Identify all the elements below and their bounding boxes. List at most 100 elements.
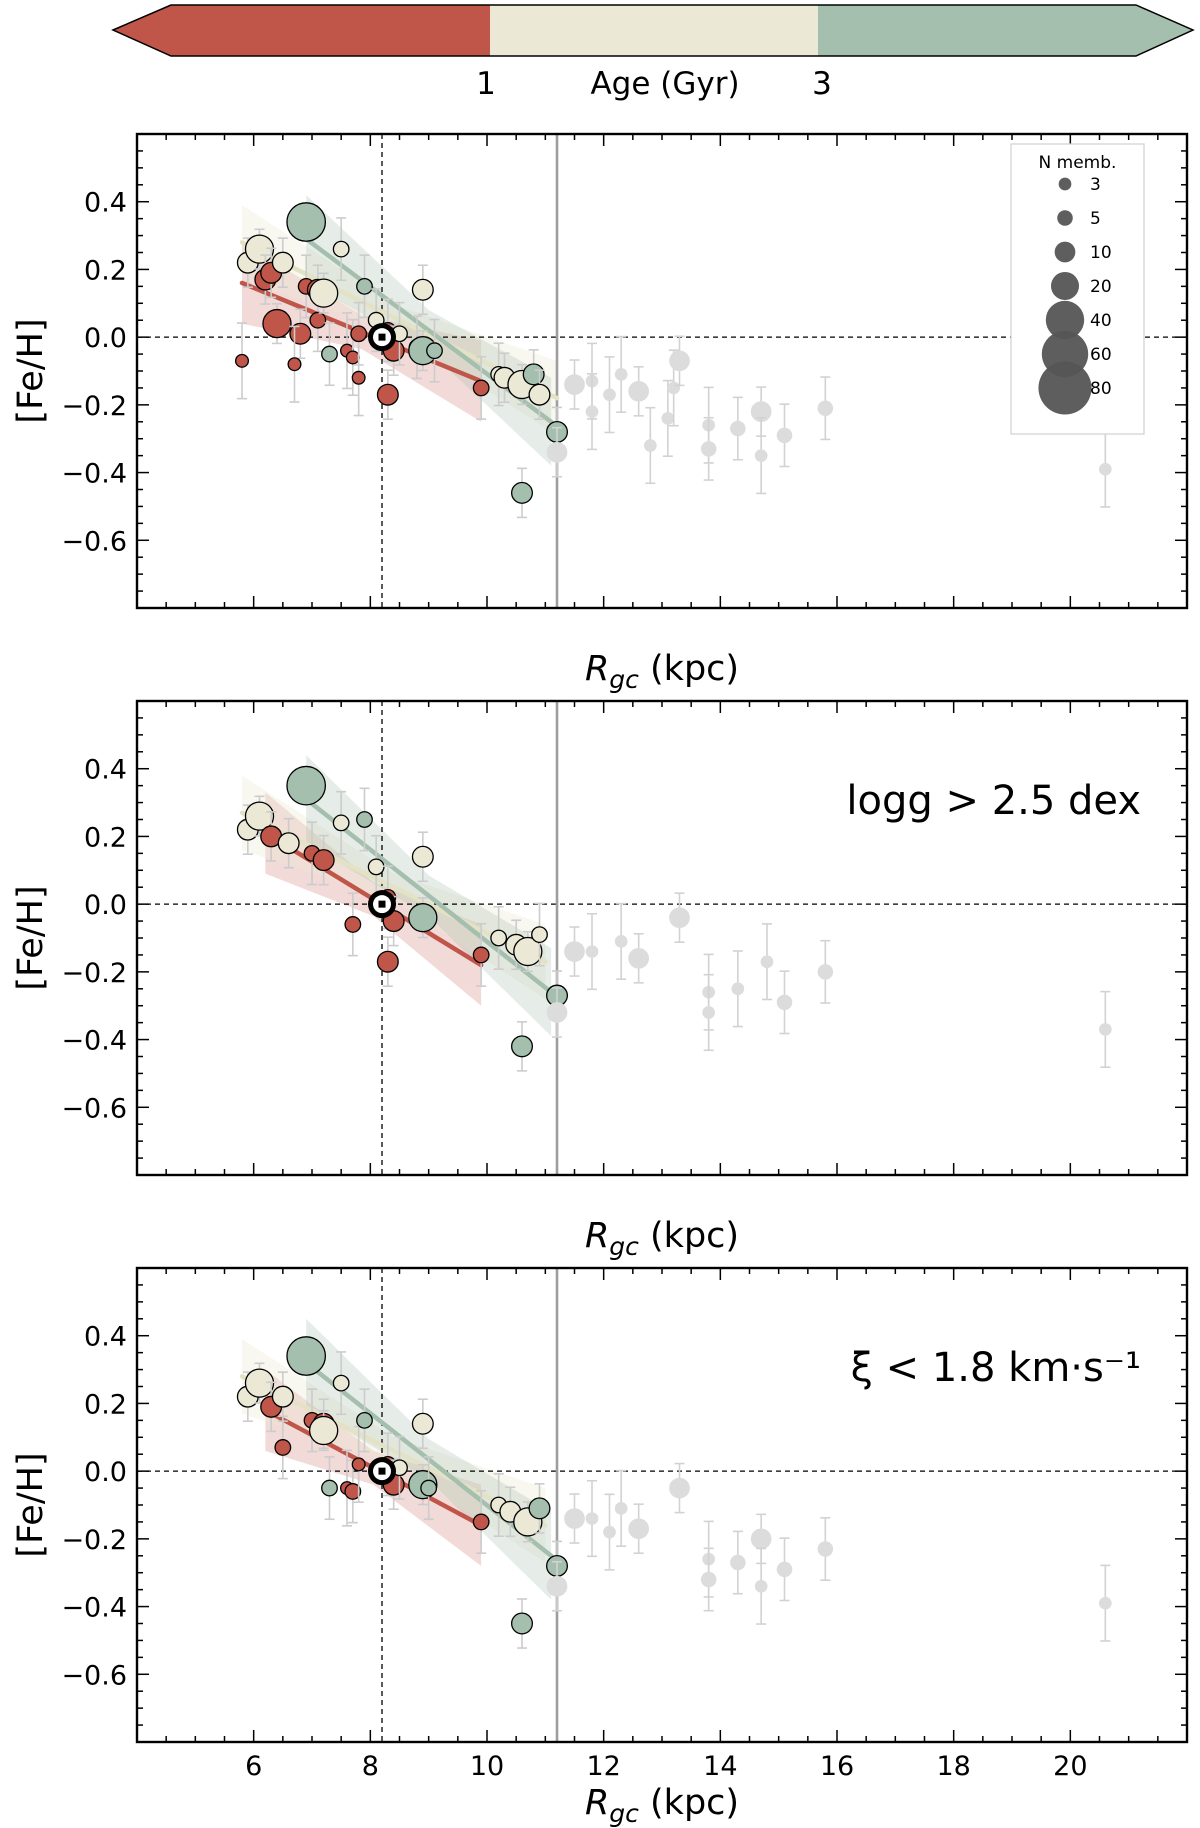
data-point-intermediate (271, 1385, 294, 1408)
colorbar-tick-3: 3 (812, 66, 832, 102)
legend-marker (1058, 177, 1072, 191)
data-point-old (356, 811, 373, 828)
panel-annotation: ξ < 1.8 km·s⁻¹ (851, 1345, 1141, 1391)
legend-label: 10 (1090, 243, 1112, 263)
y-tick-label: −0.4 (61, 1026, 127, 1057)
y-tick-label: −0.2 (61, 391, 127, 422)
data-point-old (286, 202, 327, 242)
y-tick-label: −0.6 (61, 1660, 127, 1691)
data-point-intermediate (244, 801, 275, 831)
fit-line-old (303, 796, 554, 995)
legend-marker (1050, 271, 1080, 301)
data-point-intermediate (244, 1368, 275, 1398)
data-point-old (510, 1035, 534, 1058)
legend-label: 20 (1090, 277, 1112, 297)
data-point-outer (750, 401, 772, 422)
data-point-old (420, 1479, 438, 1497)
data-point-intermediate (332, 240, 350, 258)
data-point-outer (700, 441, 717, 457)
data-point-outer (776, 427, 793, 444)
data-point-outer (661, 412, 675, 425)
panel-3: 6 8 10 12 14 16 18 20 0.4 0.2 0.0 −0.2 −0.4 −0.6 [Fe/H… (11, 1266, 1189, 1828)
data-point-young (376, 383, 399, 406)
data-point-outer (754, 449, 768, 462)
x-tick-label: 12 (586, 1751, 620, 1782)
legend-label: 80 (1090, 379, 1112, 399)
data-point-outer (730, 1554, 746, 1571)
data-point-intermediate (308, 278, 339, 308)
y-tick-label: 0.0 (84, 323, 127, 354)
x-tick-label: 8 (362, 1751, 379, 1782)
data-point-outer (546, 1002, 568, 1023)
data-point-intermediate (277, 832, 300, 855)
x-tick-label: 10 (470, 1751, 504, 1782)
data-point-outer (603, 1525, 616, 1539)
y-tick-label: −0.6 (61, 526, 127, 557)
data-point-outer (628, 380, 650, 402)
legend-title: N memb. (1039, 153, 1117, 173)
data-point-intermediate (308, 1415, 339, 1446)
colorbar-title: Age (Gyr) (590, 66, 739, 102)
data-point-intermediate (411, 845, 434, 868)
data-point-intermediate (271, 251, 294, 274)
data-point-old (510, 1612, 534, 1635)
data-point-outer (760, 955, 774, 969)
x-tick-label: 20 (1053, 1751, 1087, 1782)
data-point-old (426, 342, 443, 360)
colorbar-tick-1: 1 (476, 66, 496, 102)
legend-label: 3 (1090, 175, 1101, 195)
sun-symbol-center (378, 1467, 386, 1475)
y-tick-label: 0.2 (84, 822, 127, 853)
data-point-outer (585, 1512, 599, 1525)
data-point-old (528, 1497, 551, 1520)
data-point-young (472, 1513, 490, 1531)
data-point-outer (628, 947, 650, 969)
data-point-young (351, 1457, 366, 1472)
legend-marker (1057, 210, 1073, 226)
data-point-young (274, 1439, 292, 1456)
data-point-intermediate (531, 926, 548, 944)
x-tick-label: 18 (936, 1751, 970, 1782)
data-point-outer (603, 388, 616, 402)
data-point-outer (585, 405, 599, 418)
sun-symbol-center (378, 900, 386, 908)
data-point-intermediate (490, 929, 508, 947)
legend-marker (1038, 361, 1092, 415)
plot-frame (135, 1266, 1189, 1744)
data-point-outer (776, 994, 793, 1011)
x-axis-label: Rgc (kpc) (585, 1216, 739, 1261)
y-tick-label: −0.6 (61, 1093, 127, 1124)
data-point-young (235, 353, 249, 368)
data-point-outer (614, 935, 628, 948)
data-point-young (350, 325, 368, 343)
data-point-young (351, 370, 366, 385)
data-point-young (344, 916, 362, 933)
data-point-young (344, 1483, 362, 1500)
data-point-outer (669, 1477, 690, 1499)
age-colorbar: 1 Age (Gyr) 3 (111, 4, 1195, 102)
data-point-outer (628, 1518, 650, 1540)
data-point-young (345, 350, 360, 365)
y-tick-label: 0.4 (84, 1322, 127, 1353)
legend-marker (1045, 300, 1085, 340)
data-point-intermediate (332, 814, 350, 832)
colorbar-intermediate-segment (490, 5, 818, 56)
data-point-intermediate (513, 936, 543, 967)
data-point-outer (667, 381, 681, 395)
data-point-young (472, 946, 490, 964)
y-axis-label: [Fe/H] (11, 885, 51, 990)
data-point-young (309, 311, 327, 329)
data-point-old (286, 765, 327, 806)
data-point-outer (754, 1579, 768, 1593)
data-point-outer (817, 1541, 834, 1557)
panel-1: 0.4 0.2 0.0 −0.2 −0.4 −0.6 [Fe/H] Rgc (kpc) (11, 132, 1189, 694)
data-point-young (472, 379, 490, 397)
x-tick-label: 14 (703, 1751, 737, 1782)
data-point-intermediate (244, 234, 275, 264)
data-point-outer (776, 1561, 793, 1578)
x-tick-label: 6 (245, 1751, 262, 1782)
data-point-outer (750, 1528, 772, 1550)
data-point-outer (614, 1502, 628, 1515)
y-tick-label: 0.4 (84, 188, 127, 219)
data-point-outer (564, 374, 585, 395)
